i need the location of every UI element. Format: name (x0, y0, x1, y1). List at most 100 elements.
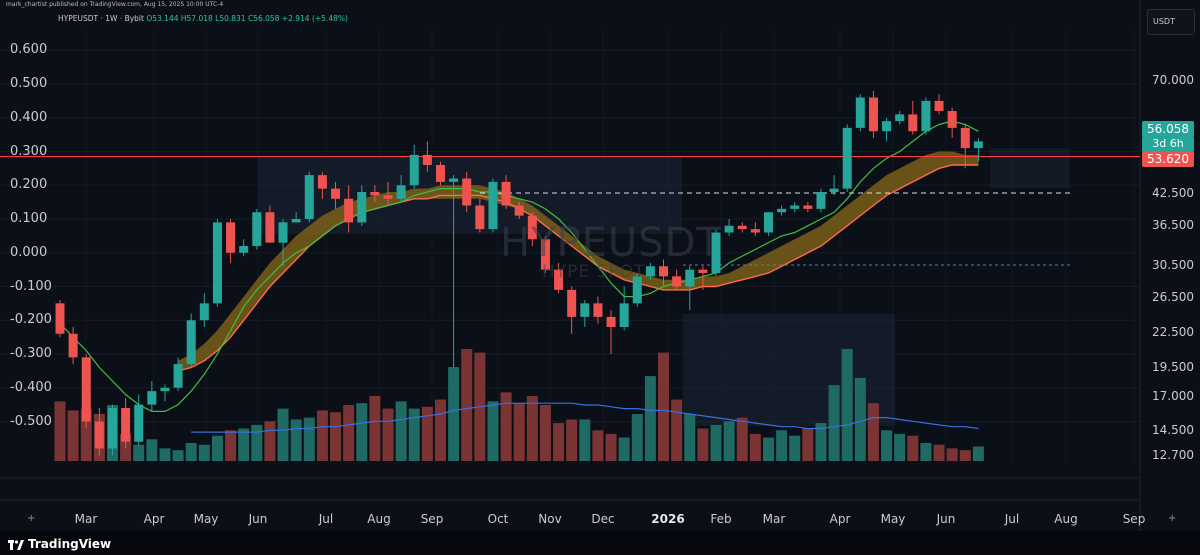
volume-bar (421, 406, 433, 461)
left-axis-tick-label: 0.200 (10, 177, 48, 193)
candle-body (252, 212, 262, 246)
currency-unit-badge[interactable]: USDT (1147, 9, 1195, 35)
volume-bar (762, 437, 774, 461)
candle-body (567, 289, 577, 317)
candle-body (239, 246, 249, 253)
time-axis-tick-label: Jul (318, 512, 334, 526)
time-axis-tick-label: Apr (143, 512, 165, 526)
volume-bar (592, 430, 604, 461)
candle-body (331, 188, 341, 199)
left-axis-tick-label: 0.000 (10, 244, 48, 260)
volume-bar (251, 424, 263, 461)
volume-bar (972, 446, 984, 461)
right-axis-tick-label: 36.500 (1152, 218, 1194, 232)
volume-bar (395, 401, 407, 461)
candle-body (619, 303, 629, 327)
scroll-right-icon[interactable]: + (1168, 513, 1177, 524)
volume-bar (408, 408, 420, 461)
ma-ribbon-band (178, 151, 979, 371)
candle-body (147, 391, 157, 405)
volume-bar (749, 433, 761, 461)
time-axis-tick-label: Mar (74, 512, 98, 526)
candle-body (711, 232, 721, 273)
candle-body (606, 316, 616, 327)
scroll-left-icon[interactable]: + (27, 513, 36, 524)
volume-bar (736, 417, 748, 461)
volume-bar (159, 448, 171, 461)
time-axis-tick-label: Feb (710, 512, 732, 526)
candle-body (265, 212, 275, 243)
volume-bar (644, 376, 656, 461)
candle-body (81, 357, 91, 422)
volume-bar (959, 450, 971, 461)
volume-bar (867, 403, 879, 461)
bar-countdown-tag: 3d 6h (1142, 136, 1194, 152)
candle-body (278, 222, 288, 243)
volume-bar (172, 450, 184, 461)
candle-body (632, 276, 642, 304)
candle-body (173, 364, 183, 388)
right-axis-tick-label: 19.500 (1152, 360, 1194, 374)
time-axis-tick-label: Apr (829, 512, 851, 526)
volume-bar (553, 423, 565, 461)
candle-body (593, 303, 603, 317)
volume-bar (907, 435, 919, 461)
tradingview-mark-icon (8, 539, 24, 550)
volume-bar (211, 435, 223, 461)
left-axis-tick-label: 0.100 (10, 211, 48, 226)
tradingview-logo[interactable]: TradingView (8, 537, 111, 551)
volume-ma-line (191, 402, 979, 433)
market-watermark: HYPE SPOT (542, 262, 646, 282)
candle-body (895, 114, 905, 122)
candle-body (55, 303, 65, 334)
candle-body (803, 205, 813, 209)
left-axis-tick-label: -0.100 (10, 278, 52, 294)
candle-body (947, 111, 957, 128)
legend-ohlc: O53.144 H57.018 L50.831 C56.058 +2.914 (… (146, 14, 348, 23)
candle-body (645, 266, 655, 277)
volume-bar (330, 412, 342, 461)
volume-bar (658, 352, 670, 461)
volume-bar (198, 444, 210, 461)
candle-body (672, 276, 682, 287)
candle-body (226, 222, 236, 253)
right-axis-tick-label: 42.500 (1152, 186, 1194, 200)
volume-bar (513, 403, 525, 461)
candle-body (462, 178, 472, 206)
candle-body (317, 175, 327, 189)
candle-body (501, 181, 511, 206)
candle-body (934, 100, 944, 111)
candle-body (868, 97, 878, 132)
volume-bar (316, 410, 328, 461)
candle-body (750, 229, 760, 233)
candle-body (304, 175, 314, 219)
candle-body (790, 205, 800, 209)
left-axis-tick-label: 0.300 (10, 143, 48, 159)
volume-bar (448, 367, 460, 461)
time-axis-tick-label: Oct (487, 512, 509, 526)
time-axis-tick-label: Jul (1004, 512, 1020, 526)
candle-body (816, 192, 826, 209)
volume-bar (671, 399, 683, 461)
volume-bar (710, 424, 722, 461)
level-price-tag: 53.620 (1142, 151, 1194, 167)
right-axis-tick-label: 70.000 (1152, 73, 1194, 87)
candle-body (554, 269, 564, 290)
volume-bar (841, 349, 853, 461)
right-axis-tick-label: 17.000 (1152, 389, 1194, 403)
candle-body (449, 178, 459, 182)
left-axis-tick-label: -0.500 (10, 413, 52, 429)
candle-body (344, 198, 354, 223)
candle-body (409, 154, 419, 186)
time-axis-tick-label: Sep (1122, 512, 1146, 526)
volume-bar (146, 439, 158, 461)
volume-bar (946, 448, 958, 461)
time-axis-tick-label: Aug (1054, 512, 1078, 526)
volume-bar (290, 419, 302, 461)
time-axis-tick-label: 2026 (651, 512, 685, 526)
last-price-tag: 56.058 (1142, 121, 1194, 137)
range-zone-box (990, 148, 1070, 188)
